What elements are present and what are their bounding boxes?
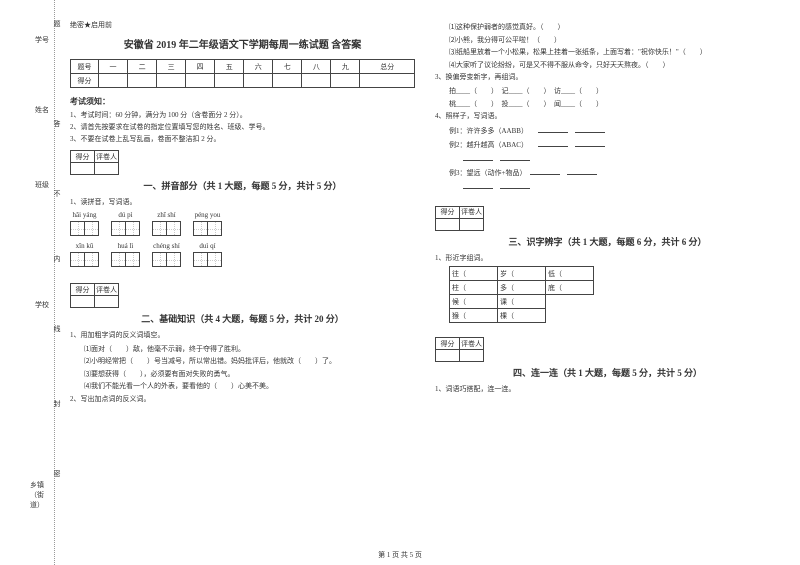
sub-item: ⑴面对（ ）敌，他毫不示弱，终于夺得了胜利。 <box>84 344 415 355</box>
side-label: 姓名 <box>35 105 49 115</box>
eval-table: 得分评卷人 <box>70 283 119 308</box>
notice-item: 1、考试时间：60 分钟，满分为 100 分（含卷面分 2 分）。 <box>70 111 415 121</box>
pinyin-group: zhī shí <box>152 211 181 236</box>
seal-text: 不 <box>52 190 62 197</box>
cell: 总分 <box>360 60 415 74</box>
pinyin-group: dú pì <box>111 211 140 236</box>
eval-table: 得分评卷人 <box>435 206 484 231</box>
table-row: 题号 一 二 三 四 五 六 七 八 九 总分 <box>71 60 415 74</box>
cell: 四 <box>186 60 215 74</box>
pinyin-group: hǎi yáng <box>70 211 99 236</box>
pinyin-group: péng you <box>193 211 222 236</box>
notice-item: 2、请首先按要求在试卷的指定位置填写您的姓名、班级、学号。 <box>70 123 415 133</box>
cell: 八 <box>302 60 331 74</box>
cell: 评卷人 <box>95 151 119 163</box>
left-column: 绝密★启用前 安徽省 2019 年二年级语文下学期每周一练试题 含答案 题号 一… <box>70 20 415 408</box>
form-row: 桃____（ ） 投____（ ） 闻____（ ） <box>449 99 780 109</box>
eval-table: 得分评卷人 <box>70 150 119 175</box>
question: 1、用加粗字词的反义词填空。 <box>70 331 415 341</box>
seal-text: 内 <box>52 255 62 262</box>
seal-text: 密 <box>52 470 62 477</box>
question: 1、形近字组词。 <box>435 254 780 264</box>
pinyin-group: chéng shí <box>152 242 181 267</box>
sub-item: ⑷大家听了议论纷纷，可是又不得不服从命令，只好天天熬夜。（ ） <box>449 60 780 71</box>
cell: 六 <box>244 60 273 74</box>
sub-item: ⑴这种保护弱者的感觉真好。（ ） <box>449 22 780 33</box>
page-footer: 第 1 页 共 5 页 <box>378 550 422 560</box>
table-row: 柱（多（底（ <box>450 281 594 295</box>
sub-item: ⑵小明经常把（ ）号当减号，所以常出错。妈妈批评后，他就改（ ）了。 <box>84 356 415 367</box>
cell: 七 <box>273 60 302 74</box>
question: 4、照样子，写词语。 <box>435 112 780 122</box>
side-label: 学号 <box>35 35 49 45</box>
score-table: 题号 一 二 三 四 五 六 七 八 九 总分 得分 <box>70 59 415 88</box>
seal-text: 答 <box>52 120 62 127</box>
cell: 题号 <box>71 60 99 74</box>
question: 3、换偏旁变新字，再组词。 <box>435 73 780 83</box>
cell: 得分 <box>71 284 95 296</box>
right-column: ⑴这种保护弱者的感觉真好。（ ） ⑵小熊，我分得可公平啦！（ ） ⑶纸船里放着一… <box>435 20 780 408</box>
cell: 三 <box>157 60 186 74</box>
question: 1、词语巧搭配，连一连。 <box>435 385 780 395</box>
table-row: 猴（棵（ <box>450 309 594 323</box>
page-content: 绝密★启用前 安徽省 2019 年二年级语文下学期每周一练试题 含答案 题号 一… <box>60 0 800 418</box>
notice-item: 3、不要在试卷上乱写乱画，卷面不整洁扣 2 分。 <box>70 135 415 145</box>
eval-table: 得分评卷人 <box>435 337 484 362</box>
table-row: 得分 <box>71 74 415 88</box>
side-label: 乡镇（街道） <box>30 480 54 510</box>
cell: 得分 <box>71 151 95 163</box>
cell: 五 <box>215 60 244 74</box>
cell: 一 <box>99 60 128 74</box>
seal-text: 线 <box>52 325 62 332</box>
sub-item: ⑷我们不能光看一个人的外表，要看他的（ ）心美不美。 <box>84 381 415 392</box>
sub-item: ⑶纸船里放着一个小松果，松果上挂着一张纸条，上面写着："祝你快乐！"（ ） <box>449 47 780 58</box>
table-row: 候（课（ <box>450 295 594 309</box>
form-row: 例3：望远（动作+物品） <box>449 167 780 178</box>
cell: 评卷人 <box>95 284 119 296</box>
notice-title: 考试须知： <box>70 96 415 107</box>
pinyin-group: xīn kǔ <box>70 242 99 267</box>
section-title: 二、基础知识（共 4 大题，每题 5 分，共计 20 分） <box>70 312 415 325</box>
pinyin-group: duì qí <box>193 242 222 267</box>
sub-item: ⑵小熊，我分得可公平啦！（ ） <box>449 35 780 46</box>
side-label: 学校 <box>35 300 49 310</box>
cell: 评卷人 <box>460 338 484 350</box>
cell: 九 <box>331 60 360 74</box>
binding-margin: 学号 姓名 班级 学校 乡镇（街道） 题 答 不 内 线 封 密 <box>0 0 55 565</box>
question: 2、写出加点词的反义词。 <box>70 395 415 405</box>
cell: 得分 <box>436 206 460 218</box>
cell: 得分 <box>71 74 99 88</box>
section-title: 一、拼音部分（共 1 大题，每题 5 分，共计 5 分） <box>70 179 415 192</box>
cell: 得分 <box>436 338 460 350</box>
cell: 二 <box>128 60 157 74</box>
sub-item: ⑶要想获得（ ），必须要有面对失败的勇气。 <box>84 369 415 380</box>
secret-label: 绝密★启用前 <box>70 20 415 30</box>
section-title: 三、识字辨字（共 1 大题，每题 6 分，共计 6 分） <box>435 235 780 248</box>
pinyin-area: hǎi yáng dú pì zhī shí péng you xīn kǔ h… <box>70 211 415 273</box>
form-row: 例2：越升越高（ABAC） <box>449 139 780 150</box>
exam-title: 安徽省 2019 年二年级语文下学期每周一练试题 含答案 <box>70 36 415 51</box>
seal-text: 题 <box>52 20 62 27</box>
cell: 评卷人 <box>460 206 484 218</box>
section-title: 四、连一连（共 1 大题，每题 5 分，共计 5 分） <box>435 366 780 379</box>
char-form-table: 往（岁（低（ 柱（多（底（ 候（课（ 猴（棵（ <box>449 266 594 323</box>
seal-text: 封 <box>52 400 62 407</box>
side-label: 班级 <box>35 180 49 190</box>
form-row: 例1：许许多多（AABB） <box>449 125 780 136</box>
table-row: 往（岁（低（ <box>450 267 594 281</box>
pinyin-group: huá lì <box>111 242 140 267</box>
question: 1、读拼音，写词语。 <box>70 198 415 208</box>
form-row: 拍____（ ） 记____（ ） 访____（ ） <box>449 86 780 96</box>
